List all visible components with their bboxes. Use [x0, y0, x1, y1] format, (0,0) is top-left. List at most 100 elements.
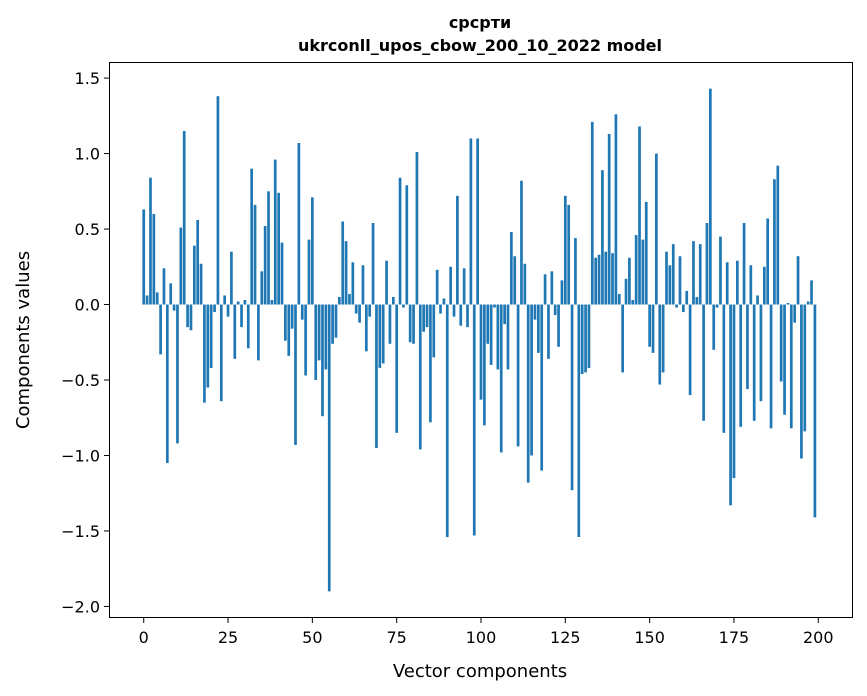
bar — [587, 304, 591, 368]
bar — [560, 280, 564, 305]
bar — [577, 304, 581, 537]
bar — [176, 304, 179, 444]
bar — [364, 304, 368, 352]
bar — [739, 304, 743, 427]
bar — [756, 295, 759, 305]
y-axis-label: Components values — [13, 251, 34, 429]
bar — [287, 304, 291, 356]
bar — [648, 304, 651, 347]
y-tick-label: 1.5 — [75, 69, 100, 88]
bar — [621, 304, 625, 373]
bar — [813, 304, 817, 518]
chart-title-line1: срсрти — [449, 13, 511, 32]
bar — [682, 304, 685, 313]
y-tick-label: −1.5 — [61, 522, 100, 541]
bar — [624, 278, 628, 305]
bar — [793, 304, 797, 323]
bar — [732, 304, 736, 479]
x-axis-ticks: 0 25 50 75 100 125 150 175 200 — [139, 617, 834, 647]
bar — [810, 280, 813, 305]
bar — [661, 304, 665, 373]
bar — [631, 300, 635, 305]
bar — [462, 268, 466, 305]
bar — [523, 263, 527, 305]
bar — [169, 283, 173, 305]
bar — [155, 292, 159, 305]
bar — [644, 201, 648, 305]
bar — [425, 304, 429, 328]
bar — [688, 304, 692, 396]
bar — [398, 177, 402, 305]
chart-title-line2: ukrconll_upos_cbow_200_10_2022 model — [298, 36, 662, 55]
x-tick-label: 50 — [302, 628, 322, 647]
bar — [742, 223, 746, 305]
bar — [179, 227, 183, 305]
x-tick-label: 25 — [218, 628, 238, 647]
bar — [769, 304, 773, 429]
bar — [213, 304, 216, 313]
bar — [226, 304, 230, 317]
bar — [584, 304, 587, 373]
bar — [192, 245, 196, 305]
bar — [297, 143, 301, 305]
bar — [806, 301, 810, 305]
bar — [702, 304, 705, 421]
bar — [553, 304, 557, 316]
bar — [219, 304, 223, 402]
bar — [705, 223, 709, 305]
bar — [749, 265, 753, 305]
bar — [196, 219, 200, 305]
bar — [230, 251, 233, 305]
bar — [722, 304, 726, 433]
bar — [725, 262, 729, 305]
bar — [503, 304, 506, 325]
bars-group — [142, 88, 817, 592]
bar — [493, 304, 496, 308]
bar — [479, 304, 483, 400]
y-tick-label: 0.5 — [75, 220, 100, 239]
bar — [236, 301, 240, 305]
bar — [327, 304, 331, 592]
bar — [746, 304, 749, 390]
bar — [263, 226, 267, 305]
bar — [233, 304, 237, 359]
bar — [698, 244, 702, 305]
bar — [162, 268, 166, 305]
bar — [607, 133, 611, 305]
bar — [402, 304, 405, 308]
bar — [762, 266, 766, 305]
bar — [432, 304, 436, 358]
bar — [641, 239, 645, 305]
bar — [786, 303, 790, 305]
bar — [142, 209, 146, 305]
bar — [216, 96, 220, 305]
bar — [246, 304, 250, 349]
x-tick-label: 75 — [387, 628, 407, 647]
bar — [253, 204, 257, 305]
bar — [429, 304, 432, 423]
bar — [290, 304, 294, 329]
bar — [506, 304, 510, 370]
bar — [456, 195, 459, 305]
bar — [331, 304, 334, 344]
bar — [574, 238, 577, 305]
bar — [773, 179, 776, 305]
bar — [516, 304, 520, 447]
bar — [617, 293, 621, 305]
bar — [665, 251, 668, 305]
bar — [729, 304, 732, 506]
bar — [779, 304, 783, 382]
bar — [513, 256, 517, 305]
bar — [651, 304, 655, 353]
bar — [422, 304, 426, 332]
bar — [550, 271, 554, 305]
bar — [439, 304, 442, 314]
x-tick-label: 150 — [634, 628, 665, 647]
bar — [449, 266, 452, 305]
bar — [510, 232, 513, 305]
bar — [695, 296, 699, 305]
bar — [766, 218, 770, 305]
bar — [408, 304, 412, 343]
bar — [483, 304, 486, 426]
